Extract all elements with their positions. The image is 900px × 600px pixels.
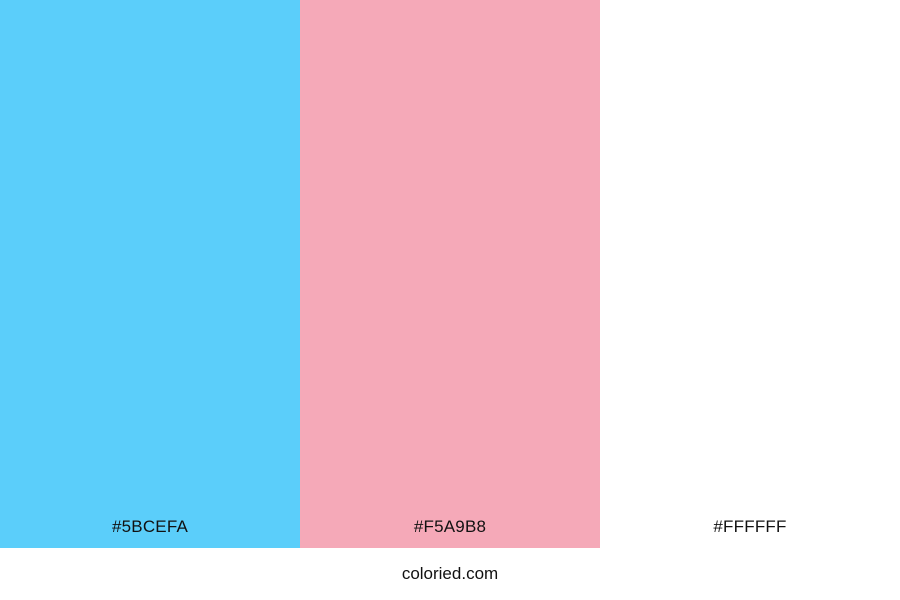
color-swatch-pink: #F5A9B8: [300, 0, 600, 548]
color-hex-label: #5BCEFA: [111, 516, 189, 536]
site-credit: coloried.com: [401, 564, 499, 583]
color-swatch-blue: #5BCEFA: [0, 0, 300, 548]
color-hex-label: #FFFFFF: [713, 516, 787, 536]
color-swatch-white: #FFFFFF: [600, 0, 900, 548]
color-palette: #5BCEFA #F5A9B8 #FFFFFF: [0, 0, 900, 548]
color-hex-label: #F5A9B8: [413, 516, 487, 536]
footer: coloried.com: [0, 548, 900, 600]
